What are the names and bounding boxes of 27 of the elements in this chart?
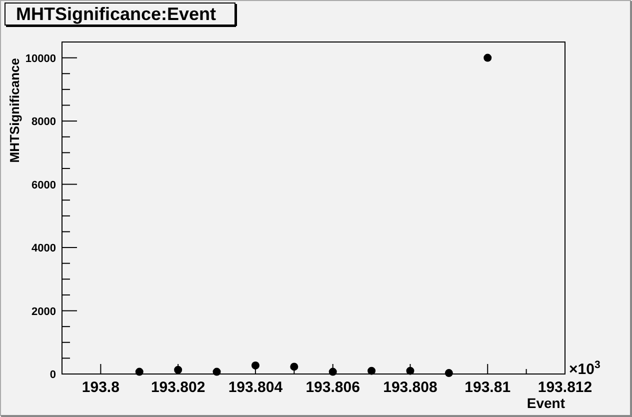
point <box>484 54 492 62</box>
x-tick-label: 193.802 <box>150 379 206 396</box>
x-tick-label: 193.808 <box>383 379 438 396</box>
text: ×10$^{3}$ <box>569 359 600 378</box>
x-tick-label: 193.806 <box>306 379 360 396</box>
point <box>212 368 221 376</box>
x-tick-label: 193.804 <box>228 379 284 396</box>
y-tick-label: 10000 <box>25 52 56 65</box>
y-tick-label: 0 <box>50 369 56 381</box>
y-tick-label: 2000 <box>32 306 56 318</box>
point <box>135 368 144 376</box>
point <box>328 368 337 376</box>
point <box>444 369 453 378</box>
point <box>251 361 260 370</box>
x-axis-title: Event <box>526 395 566 411</box>
x-tick-label: 193.8 <box>82 379 120 396</box>
x-tick-label: 193.812 <box>538 379 592 396</box>
y-axis-title: MHTSignificance <box>7 58 22 163</box>
y-tick-label: 4000 <box>32 242 56 255</box>
x-tick-label: 193.81 <box>464 379 511 396</box>
point <box>174 366 182 374</box>
point <box>368 366 376 375</box>
point <box>290 362 298 371</box>
point <box>406 366 414 375</box>
chart-title: MHTSignificance:Event <box>16 4 216 24</box>
y-tick-label: 8000 <box>32 116 56 128</box>
y-tick-label: 6000 <box>32 179 56 192</box>
